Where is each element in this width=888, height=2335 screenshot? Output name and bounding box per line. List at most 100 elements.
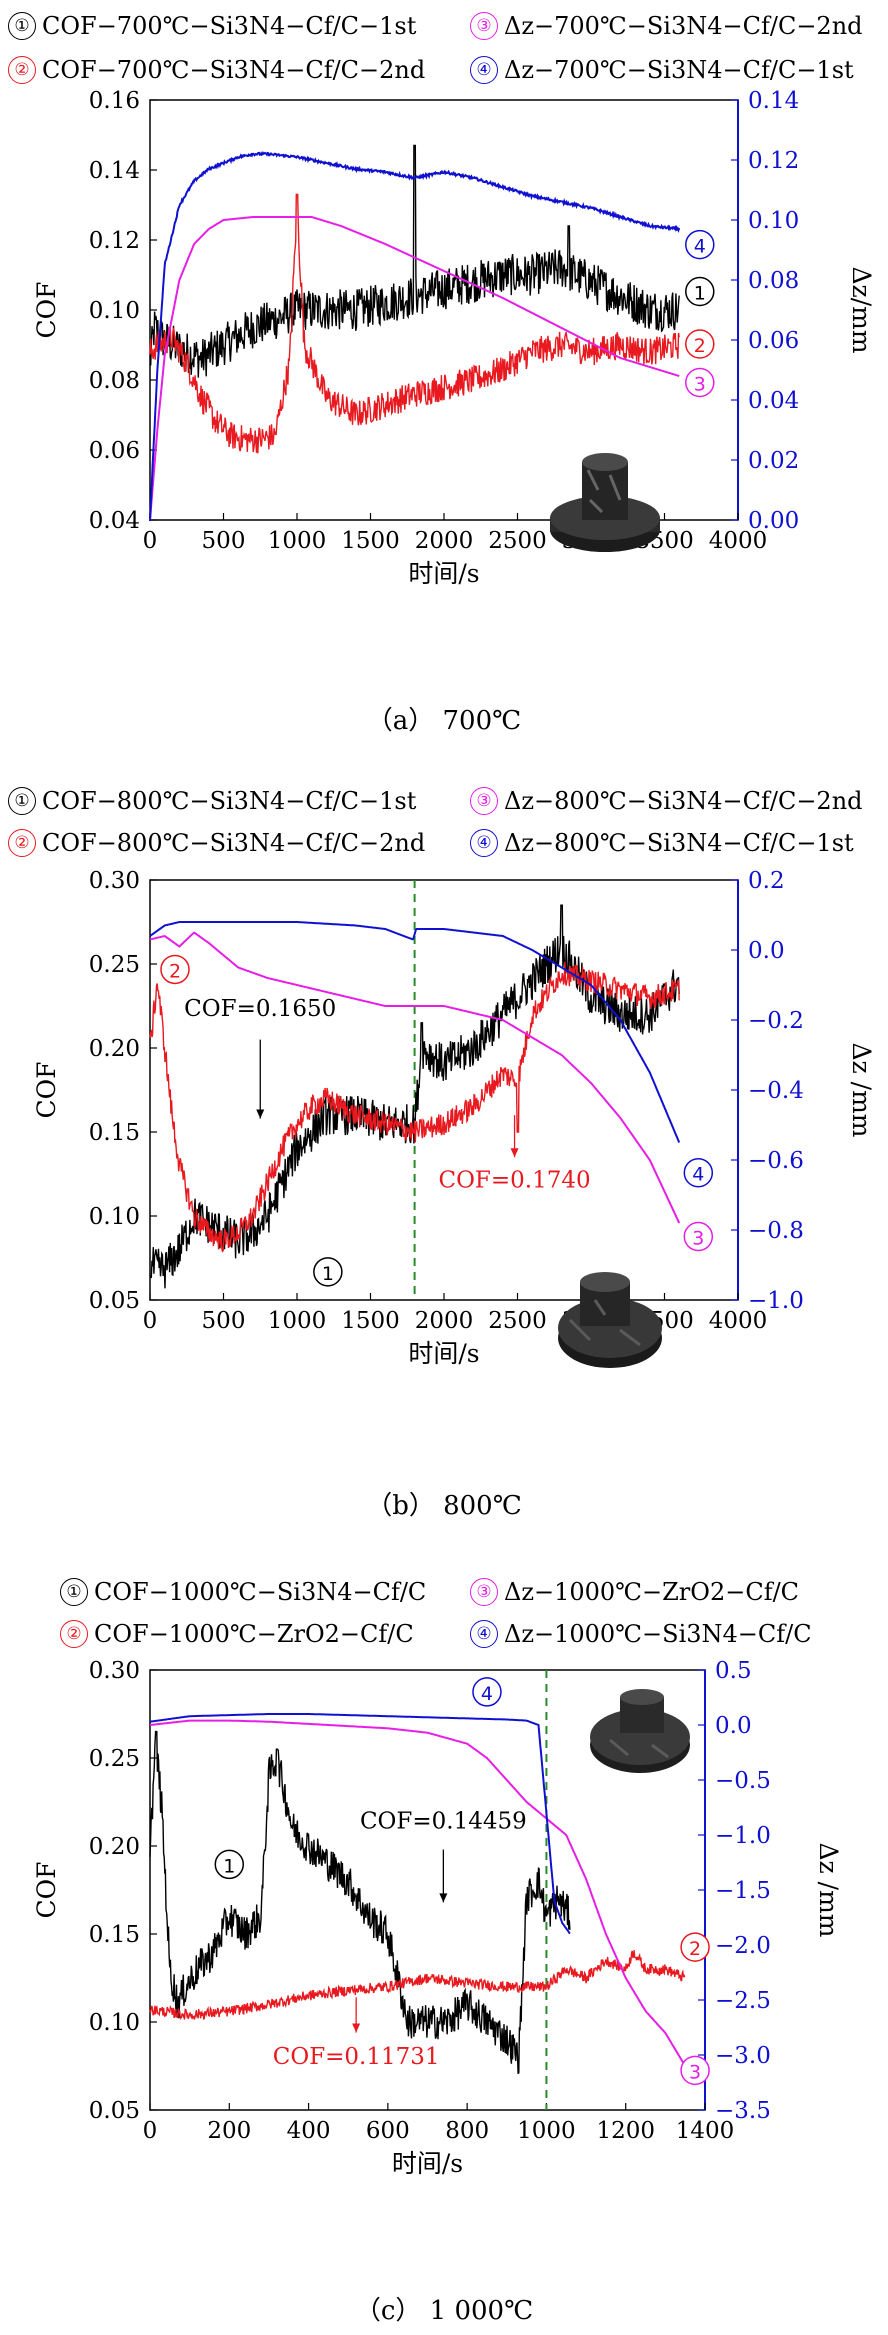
y-axis-label: COF bbox=[32, 282, 61, 339]
legend-item-1: ① COF−800℃−Si3N4−Cf/C−1st bbox=[8, 787, 416, 815]
y-tick-label: 0.30 bbox=[89, 868, 140, 894]
series-line-4 bbox=[149, 921, 681, 1143]
x-tick-label: 200 bbox=[207, 2118, 251, 2144]
x-tick-label: 2000 bbox=[415, 528, 474, 554]
legend-marker: ① bbox=[8, 787, 36, 815]
specimen-photo bbox=[550, 1260, 670, 1384]
x-tick-label: 2500 bbox=[488, 1308, 547, 1334]
series-marker-label: 3 bbox=[692, 1228, 704, 1250]
legend-item-1: ① COF−1000℃−Si3N4−Cf/C bbox=[60, 1578, 426, 1606]
series-marker-circle bbox=[685, 367, 715, 398]
line-chart-800: 050010001500200025003000350040000.050.10… bbox=[32, 868, 876, 1368]
series-line-1 bbox=[149, 904, 680, 1289]
legend-marker: ② bbox=[60, 1620, 88, 1648]
legend-item-2: ② COF−700℃−Si3N4−Cf/C−2nd bbox=[8, 56, 425, 84]
series-line-1 bbox=[149, 1730, 571, 2075]
y2-tick-label: 0.0 bbox=[748, 938, 785, 964]
y2-tick-label: 0.00 bbox=[748, 508, 799, 534]
legend-label: Δz−1000℃−Si3N4−Cf/C bbox=[504, 1620, 812, 1648]
legend-marker: ④ bbox=[470, 56, 498, 84]
series-marker-label: 3 bbox=[689, 2061, 701, 2083]
series-line-3 bbox=[149, 1719, 686, 2066]
legend-item-1: ① COF−700℃−Si3N4−Cf/C−1st bbox=[8, 12, 416, 40]
legend-marker: ① bbox=[8, 12, 36, 40]
y2-tick-label: 0.12 bbox=[748, 148, 799, 174]
series-marker-label: 1 bbox=[223, 1855, 235, 1877]
y2-tick-label: −0.8 bbox=[748, 1218, 804, 1244]
x-tick-label: 1000 bbox=[268, 528, 327, 554]
legend-marker: ③ bbox=[470, 1578, 498, 1606]
series-marker-circle bbox=[683, 1157, 714, 1188]
y2-tick-label: −3.0 bbox=[715, 2043, 771, 2069]
y2-tick-label: −3.5 bbox=[715, 2098, 771, 2124]
series-marker-circle bbox=[685, 329, 715, 359]
x-tick-label: 1500 bbox=[341, 1308, 400, 1334]
x-tick-label: 400 bbox=[287, 2118, 331, 2144]
series-marker-label: 2 bbox=[169, 960, 181, 982]
legend-marker: ④ bbox=[470, 1620, 498, 1648]
x-tick-label: 1000 bbox=[268, 1308, 327, 1334]
series-marker-circle bbox=[685, 276, 715, 307]
legend-label: COF−700℃−Si3N4−Cf/C−1st bbox=[42, 12, 417, 40]
series-marker-label: 3 bbox=[694, 374, 706, 396]
legend-item-3: ③ Δz−1000℃−ZrO2−Cf/C bbox=[470, 1578, 799, 1606]
y-tick-label: 0.30 bbox=[89, 1658, 140, 1684]
x-axis-label: 时间/s bbox=[408, 559, 479, 588]
y2-tick-label: −0.4 bbox=[748, 1078, 804, 1104]
chart-legend: ① COF−700℃−Si3N4−Cf/C−1st ③ Δz−700℃−Si3N… bbox=[0, 0, 888, 105]
y-tick-label: 0.05 bbox=[89, 2098, 140, 2124]
legend-label: Δz−700℃−Si3N4−Cf/C−1st bbox=[504, 56, 854, 84]
x-tick-label: 1000 bbox=[517, 2118, 576, 2144]
legend-label: COF−700℃−Si3N4−Cf/C−2nd bbox=[42, 56, 426, 84]
y2-tick-label: 0.0 bbox=[715, 1713, 752, 1739]
x-tick-label: 500 bbox=[202, 528, 246, 554]
y2-tick-label: 0.2 bbox=[748, 868, 785, 894]
x-tick-label: 1500 bbox=[341, 528, 400, 554]
y2-tick-label: −0.6 bbox=[748, 1148, 804, 1174]
panel-caption: （a） 700℃ bbox=[366, 706, 522, 736]
y2-axis-label: Δz/mm bbox=[847, 266, 876, 353]
y2-axis-label: Δz /mm bbox=[847, 1042, 876, 1137]
annotation-arrowhead bbox=[510, 1148, 519, 1158]
y2-axis-label: Δz /mm bbox=[814, 1842, 843, 1937]
y2-tick-label: −1.0 bbox=[715, 1823, 771, 1849]
series-marker-circle bbox=[160, 954, 190, 985]
line-chart-1000: 0 200 400 600 800 1000 1200 1400 0.05 0.10 0.15 0.2… bbox=[32, 1658, 843, 2178]
annotation-arrowhead bbox=[439, 1893, 448, 1903]
series-line-2 bbox=[149, 1950, 686, 2020]
y2-tick-label: −2.0 bbox=[715, 1933, 771, 1959]
x-tick-label: 4000 bbox=[709, 1308, 768, 1334]
y-tick-label: 0.25 bbox=[89, 952, 140, 978]
y2-tick-label: 0.5 bbox=[715, 1658, 752, 1684]
legend-marker: ④ bbox=[470, 829, 498, 857]
series-marker-label: 1 bbox=[694, 283, 706, 305]
y-tick-label: 0.10 bbox=[89, 298, 140, 324]
series-line-4 bbox=[149, 150, 681, 522]
panel-caption: （c） 1 000℃ bbox=[354, 2296, 534, 2326]
cof-annotation: COF=0.14459 bbox=[360, 1808, 527, 1834]
legend-item-4: ④ Δz−700℃−Si3N4−Cf/C−1st bbox=[470, 56, 854, 84]
series-marker-label: 2 bbox=[694, 335, 706, 357]
series-marker-label: 2 bbox=[689, 1938, 701, 1960]
chart-legend: ① COF−1000℃−Si3N4−Cf/C ③ Δz−1000℃−ZrO2−C… bbox=[0, 1530, 888, 1648]
specimen-photo bbox=[580, 1685, 700, 1789]
series-marker-label: 4 bbox=[694, 236, 706, 258]
y-tick-label: 0.08 bbox=[89, 368, 140, 394]
y-tick-label: 0.15 bbox=[89, 1120, 140, 1146]
legend-label: COF−800℃−Si3N4−Cf/C−1st bbox=[42, 787, 417, 815]
series-line-2 bbox=[149, 193, 680, 454]
x-axis-label: 时间/s bbox=[392, 2149, 463, 2178]
legend-label: Δz−700℃−Si3N4−Cf/C−2nd bbox=[504, 12, 863, 40]
specimen-photo bbox=[540, 440, 670, 574]
y2-tick-label: −1.0 bbox=[748, 1288, 804, 1314]
legend-item-2: ② COF−1000℃−ZrO2−Cf/C bbox=[60, 1620, 414, 1648]
chart-panel-1000: ① COF−1000℃−Si3N4−Cf/C ③ Δz−1000℃−ZrO2−C… bbox=[0, 1530, 888, 2335]
legend-marker: ② bbox=[8, 829, 36, 857]
y2-tick-label: 0.02 bbox=[748, 448, 799, 474]
series-marker-circle bbox=[680, 2055, 710, 2086]
x-tick-label: 1400 bbox=[676, 2118, 735, 2144]
y-tick-label: 0.05 bbox=[89, 1288, 140, 1314]
y-tick-label: 0.20 bbox=[89, 1036, 140, 1062]
x-tick-label: 4000 bbox=[709, 528, 768, 554]
y-tick-label: 0.04 bbox=[89, 508, 140, 534]
